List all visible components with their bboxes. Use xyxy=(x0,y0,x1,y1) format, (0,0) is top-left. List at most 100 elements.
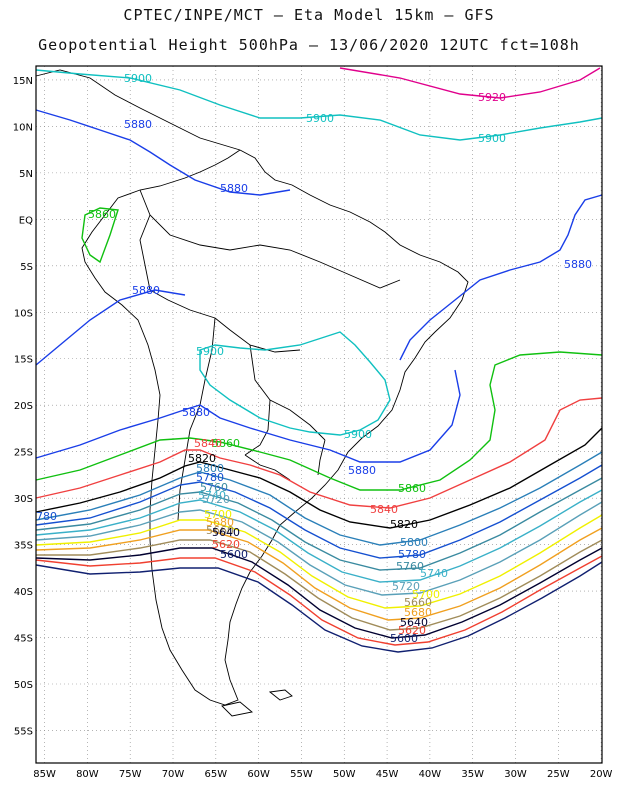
contour-label: 5660 xyxy=(404,596,432,609)
contour-label: 5900 xyxy=(196,345,224,358)
lat-tick-label: 5S xyxy=(20,262,33,273)
contour-label: 5880 xyxy=(220,182,248,195)
lat-tick-label: 20S xyxy=(14,401,33,412)
lon-tick-label: 85W xyxy=(33,769,56,780)
contour-label: 5800 xyxy=(400,536,428,549)
lat-lon-grid xyxy=(36,66,602,763)
contour-5760 xyxy=(35,477,603,571)
contour-label: 5720 xyxy=(202,493,230,506)
lat-tick-label: 30S xyxy=(14,494,33,505)
contour-label: 5880 xyxy=(564,258,592,271)
contour-5660 xyxy=(36,539,603,631)
lon-tick-label: 80W xyxy=(76,769,99,780)
contour-5820 xyxy=(35,427,603,529)
contour-label: 5780 xyxy=(196,471,224,484)
contour-5860-south xyxy=(35,351,603,491)
contour-label: 5820 xyxy=(390,518,418,531)
contour-label: 5640 xyxy=(212,526,240,539)
contour-label: 5600 xyxy=(220,548,248,561)
contour-5880-atlantic xyxy=(399,194,603,361)
contour-label: 5840 xyxy=(194,437,222,450)
contour-5880-south xyxy=(35,369,461,463)
contour-label: 5860 xyxy=(88,208,116,221)
contour-5880-west xyxy=(35,289,186,366)
contour-label: 5920 xyxy=(478,91,506,104)
contour-label: 5900 xyxy=(306,112,334,125)
contour-label: 5660 xyxy=(206,524,234,537)
lat-tick-label: 40S xyxy=(14,587,33,598)
lat-tick-label: 50S xyxy=(14,680,33,691)
country-borders xyxy=(139,189,401,521)
lon-tick-label: 50W xyxy=(333,769,356,780)
contour-label: 5640 xyxy=(400,616,428,629)
lat-tick-label: 55S xyxy=(14,726,33,737)
lat-tick-label: 15S xyxy=(14,355,33,366)
contour-label: 780 xyxy=(36,510,57,523)
contour-label: 5620 xyxy=(398,624,426,637)
geopotential-contours xyxy=(35,67,603,653)
contour-5920 xyxy=(339,67,601,99)
contour-label: 5880 xyxy=(124,118,152,131)
contour-5860-north-loop xyxy=(81,207,119,264)
contour-label: 5900 xyxy=(478,132,506,145)
contour-label: 5880 xyxy=(132,284,160,297)
map-title-line1: CPTEC/INPE/MCT – Eta Model 15km – GFS xyxy=(123,6,495,24)
contour-5780 xyxy=(35,464,603,559)
lon-tick-label: 40W xyxy=(419,769,442,780)
contour-5600 xyxy=(35,561,603,653)
map-frame xyxy=(35,65,603,764)
lat-tick-label: 5N xyxy=(19,169,33,180)
contour-5900-north xyxy=(35,69,603,141)
contour-5740 xyxy=(35,489,603,583)
lon-tick-label: 55W xyxy=(290,769,313,780)
lon-tick-label: 45W xyxy=(376,769,399,780)
lat-tick-label: 45S xyxy=(14,634,33,645)
lon-tick-label: 60W xyxy=(247,769,270,780)
contour-label: 5700 xyxy=(412,588,440,601)
contour-label: 5720 xyxy=(392,580,420,593)
lon-tick-label: 30W xyxy=(504,769,527,780)
contour-label: 5740 xyxy=(420,567,448,580)
contour-label: 5600 xyxy=(390,632,418,645)
contour-label: 5760 xyxy=(200,481,228,494)
lat-tick-label: EQ xyxy=(19,215,33,226)
contour-label: 5880 xyxy=(348,464,376,477)
contour-label: 5860 xyxy=(212,437,240,450)
lon-tick-label: 35W xyxy=(461,769,484,780)
island-tierra-del-fuego xyxy=(221,701,254,717)
contour-label: 5620 xyxy=(212,538,240,551)
axis-ticks: 15N 10N 5N EQ 5S 10S 15S 20S 25S 30S 35S 40S 45S 50S 5… xyxy=(13,76,613,780)
lon-tick-label: 25W xyxy=(547,769,570,780)
contour-labels: 5920 5900 5900 5900 5900 5900 5880 5880 … xyxy=(36,72,592,645)
lat-tick-label: 15N xyxy=(13,76,33,87)
island-falklands xyxy=(268,689,293,701)
contour-label: 5900 xyxy=(344,428,372,441)
contour-label: 5820 xyxy=(188,452,216,465)
contour-5720 xyxy=(35,501,603,596)
lon-tick-label: 20W xyxy=(590,769,613,780)
contour-5900-south-america xyxy=(199,331,391,436)
contour-label: 5780 xyxy=(398,548,426,561)
contour-label: 5700 xyxy=(204,508,232,521)
lat-tick-label: 25S xyxy=(14,448,33,459)
contour-label: 5800 xyxy=(196,462,224,475)
lon-tick-label: 70W xyxy=(162,769,185,780)
contour-5880-north xyxy=(35,109,291,196)
lon-tick-label: 65W xyxy=(205,769,228,780)
lat-tick-label: 10S xyxy=(14,308,33,319)
contour-5620 xyxy=(35,555,603,646)
contour-5800 xyxy=(35,451,603,546)
contour-5840 xyxy=(35,397,603,509)
contour-label: 5680 xyxy=(206,516,234,529)
contour-label: 5680 xyxy=(404,606,432,619)
contour-5700 xyxy=(35,514,603,609)
south-america-coastline xyxy=(81,149,469,706)
contour-label: 5900 xyxy=(124,72,152,85)
contour-label: 5760 xyxy=(396,560,424,573)
contour-label: 5840 xyxy=(370,503,398,516)
contour-label: 5740 xyxy=(198,489,226,502)
contour-label: 5880 xyxy=(182,406,210,419)
lat-tick-label: 35S xyxy=(14,541,33,552)
contour-label: 5860 xyxy=(398,482,426,495)
